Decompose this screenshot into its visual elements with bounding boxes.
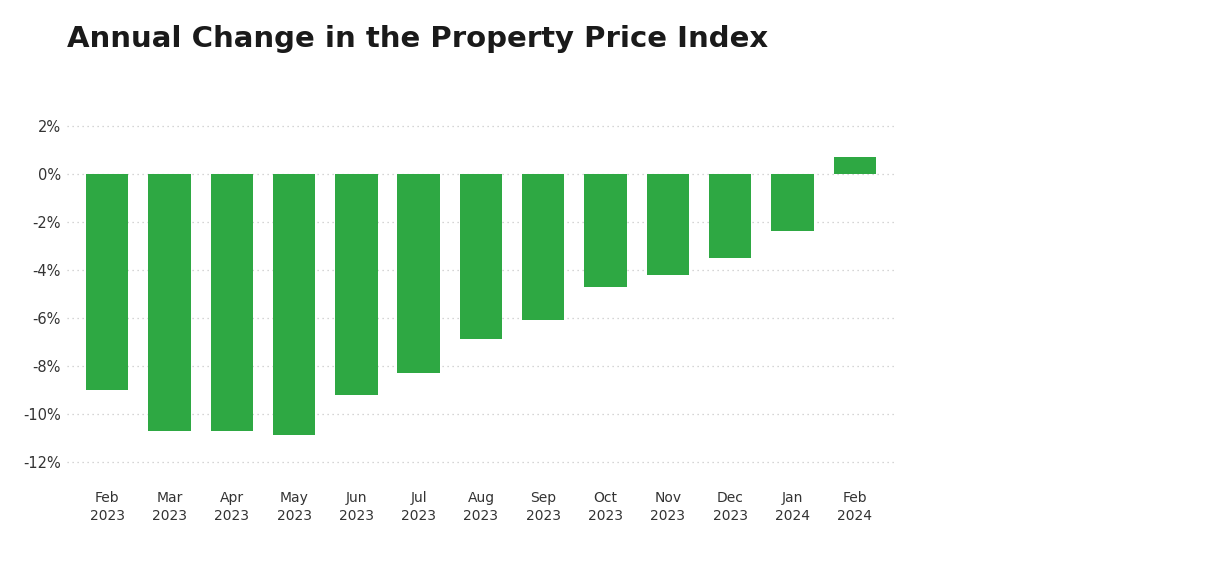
Bar [148,174,190,431]
Bar [709,174,751,258]
Text: compared to a: compared to a [995,331,1135,349]
Bar [86,174,128,390]
Bar [522,174,565,320]
Bar [211,174,253,431]
Bar [584,174,627,286]
Text: 0.7%: 0.7% [1007,260,1123,302]
Bar [272,174,315,436]
Text: Property prices: Property prices [989,172,1141,190]
Text: trademe: trademe [1044,441,1085,451]
Text: have increased: have increased [990,214,1140,232]
Bar [834,157,876,174]
Text: year ago: year ago [1022,368,1107,386]
Bar [460,174,502,340]
Bar [397,174,440,373]
Text: property ▶: property ▶ [1021,459,1108,475]
Bar [646,174,690,275]
Text: Annual Change in the Property Price Index: Annual Change in the Property Price Inde… [67,25,767,54]
Bar [335,174,378,394]
Bar [772,174,814,232]
